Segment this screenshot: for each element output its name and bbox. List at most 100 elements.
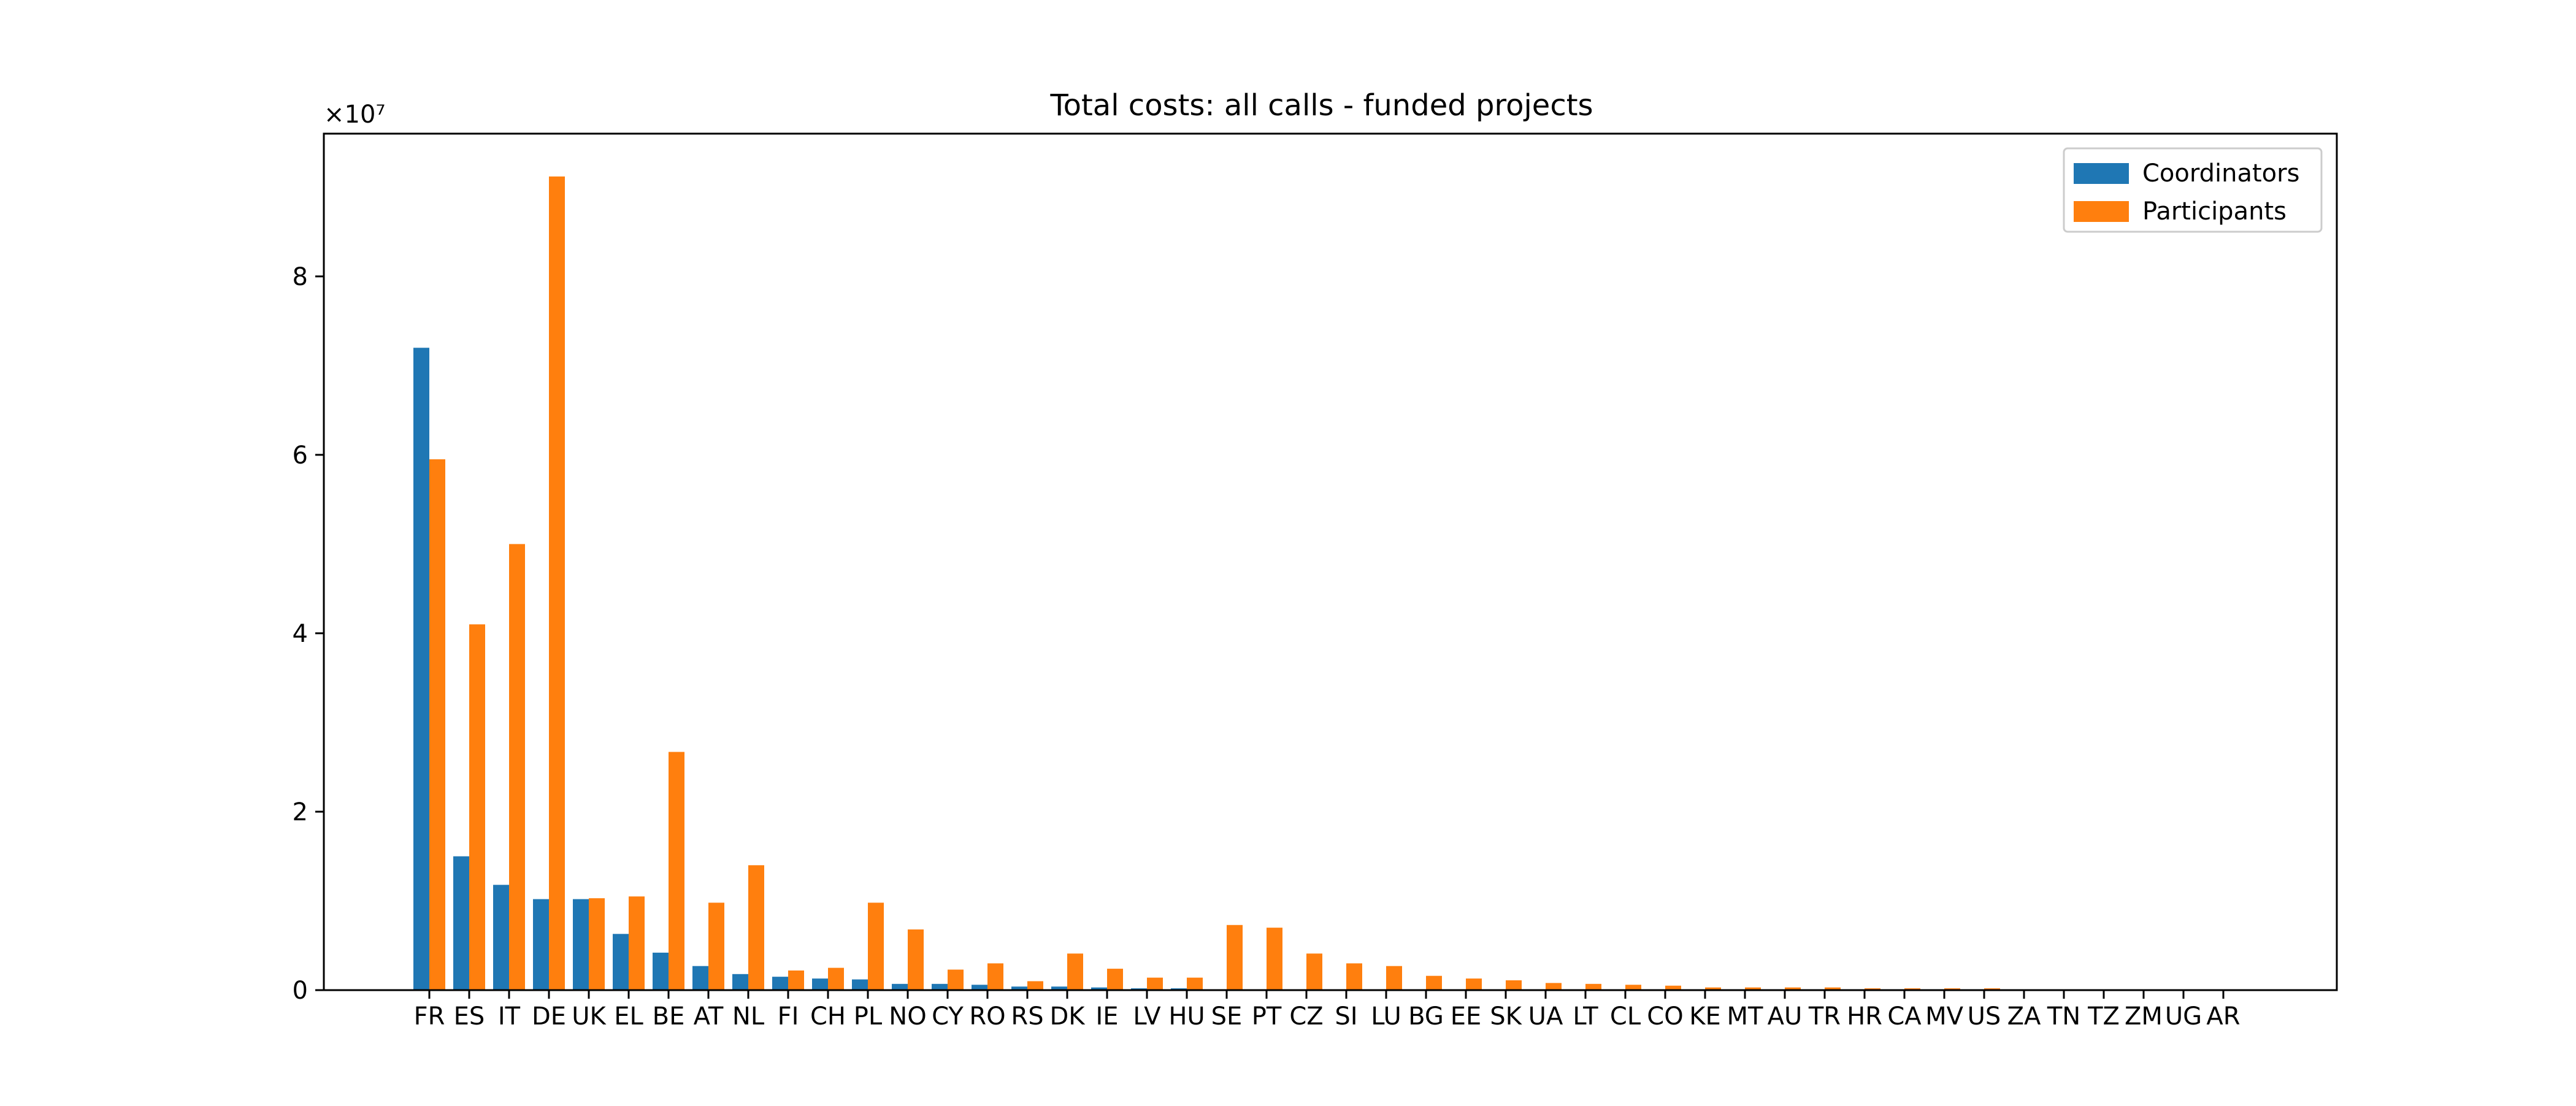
bar-participants-ee <box>1466 978 1482 990</box>
x-tick-label-be: BE <box>653 1002 685 1031</box>
bar-participants-lv <box>1147 977 1163 990</box>
bar-participants-bg <box>1426 975 1442 990</box>
bar-participants-cy <box>948 969 964 990</box>
bar-participants-cl <box>1625 985 1641 990</box>
x-tick-label-el: EL <box>614 1002 643 1031</box>
x-tick-label-it: IT <box>498 1002 521 1031</box>
x-tick-label-ua: UA <box>1528 1002 1563 1031</box>
bar-participants-de <box>549 176 565 991</box>
bar-coordinators-fr <box>413 348 429 990</box>
x-tick-label-hr: HR <box>1847 1002 1882 1031</box>
bar-participants-at <box>708 902 724 990</box>
y-tick-label: 6 <box>293 441 308 470</box>
bar-coordinators-de <box>533 899 549 990</box>
x-tick-label-hu: HU <box>1168 1002 1205 1031</box>
legend-swatch-participants <box>2074 201 2129 222</box>
bar-participants-se <box>1227 925 1243 990</box>
bar-participants-lt <box>1585 983 1601 990</box>
bar-coordinators-pl <box>852 979 868 990</box>
legend: Coordinators Participants <box>2063 147 2323 233</box>
x-tick-label-bg: BG <box>1408 1002 1444 1031</box>
x-tick-label-ar: AR <box>2206 1002 2240 1031</box>
x-tick-label-ug: UG <box>2165 1002 2202 1031</box>
bar-participants-el <box>629 896 645 990</box>
legend-label-participants: Participants <box>2142 197 2287 226</box>
bar-coordinators-uk <box>573 899 589 990</box>
x-tick-label-se: SE <box>1211 1002 1243 1031</box>
x-tick-label-ch: CH <box>810 1002 846 1031</box>
bar-participants-es <box>469 624 485 990</box>
x-tick-label-cy: CY <box>932 1002 964 1031</box>
x-tick-label-ke: KE <box>1689 1002 1721 1031</box>
bar-coordinators-at <box>692 966 708 990</box>
bar-participants-co <box>1665 985 1681 990</box>
x-tick-label-lt: LT <box>1573 1002 1598 1031</box>
bar-coordinators-ch <box>812 978 828 990</box>
y-tick-label: 8 <box>293 263 308 291</box>
bars-group <box>413 176 2239 991</box>
bar-coordinators-ro <box>972 985 987 990</box>
bar-participants-hu <box>1187 977 1203 990</box>
x-tick-label-de: DE <box>532 1002 566 1031</box>
x-tick-label-cz: CZ <box>1289 1002 1323 1031</box>
bar-participants-pt <box>1267 928 1282 990</box>
x-tick-label-si: SI <box>1335 1002 1357 1031</box>
x-tick-label-za: ZA <box>2007 1002 2041 1031</box>
bar-participants-ke <box>1705 987 1721 990</box>
x-tick-label-mt: MT <box>1727 1002 1764 1031</box>
bar-participants-uk <box>589 898 605 990</box>
x-tick-label-tn: TN <box>2047 1002 2080 1031</box>
legend-label-coordinators: Coordinators <box>2142 159 2299 188</box>
x-tick-label-us: US <box>1968 1002 2001 1031</box>
bar-coordinators-nl <box>732 974 748 990</box>
x-tick-label-uk: UK <box>572 1002 607 1031</box>
x-tick-label-tr: TR <box>1808 1002 1841 1031</box>
bar-coordinators-es <box>453 856 469 990</box>
x-tick-label-ca: CA <box>1887 1002 1922 1031</box>
bar-participants-fr <box>429 459 445 990</box>
bar-participants-ie <box>1107 969 1123 990</box>
legend-swatch-coordinators <box>2074 163 2129 184</box>
x-tick-label-zm: ZM <box>2125 1002 2163 1031</box>
bar-participants-ch <box>828 967 844 990</box>
bar-participants-au <box>1785 987 1801 990</box>
x-tick-label-co: CO <box>1647 1002 1683 1031</box>
bar-participants-mt <box>1745 987 1761 990</box>
bar-participants-ro <box>987 963 1003 990</box>
y-axis-offset-label: ×10⁷ <box>324 101 385 129</box>
x-tick-label-pt: PT <box>1252 1002 1282 1031</box>
x-tick-label-dk: DK <box>1049 1002 1086 1031</box>
bar-coordinators-el <box>613 934 629 990</box>
plot-area-frame <box>323 132 2338 991</box>
bar-participants-nl <box>748 865 764 990</box>
bar-participants-pl <box>868 902 884 990</box>
x-tick-label-au: AU <box>1768 1002 1803 1031</box>
bar-coordinators-it <box>493 885 509 990</box>
x-tick-label-fr: FR <box>414 1002 445 1031</box>
bar-participants-ua <box>1546 983 1562 990</box>
bar-participants-tr <box>1825 987 1841 990</box>
bar-coordinators-fi <box>772 977 788 990</box>
x-tick-label-pl: PL <box>854 1002 883 1031</box>
x-tick-label-tz: TZ <box>2087 1002 2120 1031</box>
bar-participants-lu <box>1386 966 1402 990</box>
x-tick-label-lu: LU <box>1371 1002 1401 1031</box>
bar-participants-cz <box>1306 953 1322 990</box>
bar-coordinators-dk <box>1051 986 1067 990</box>
x-tick-label-lv: LV <box>1133 1002 1161 1031</box>
y-tick-label: 0 <box>293 977 308 1005</box>
x-tick-label-cl: CL <box>1610 1002 1641 1031</box>
x-tick-label-sk: SK <box>1490 1002 1522 1031</box>
bar-participants-sk <box>1506 980 1522 990</box>
x-axis: FR ES IT DE UK EL BE AT NL FI CH PL NO CY RO RS DK IE LV HU… <box>414 990 2241 1031</box>
bar-participants-it <box>509 544 525 990</box>
bar-coordinators-no <box>892 983 908 990</box>
x-tick-label-no: NO <box>889 1002 926 1031</box>
bar-participants-no <box>908 929 924 990</box>
x-tick-label-es: ES <box>454 1002 485 1031</box>
y-tick-label: 2 <box>293 798 308 826</box>
bar-coordinators-ie <box>1091 987 1107 990</box>
x-tick-label-fi: FI <box>778 1002 799 1031</box>
